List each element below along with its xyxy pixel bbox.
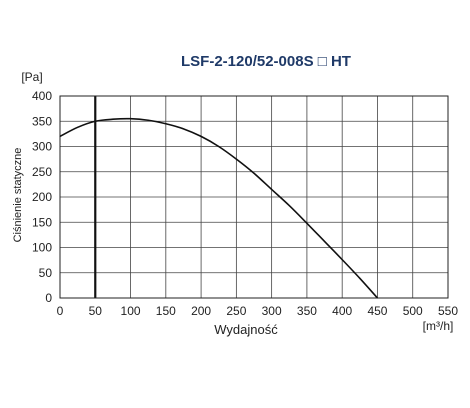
x-tick-label: 300 <box>262 304 282 318</box>
x-axis-label: Wydajność <box>214 322 278 337</box>
data-point <box>112 118 114 120</box>
y-axis-label: Ciśnienie statyczne <box>12 148 24 243</box>
x-tick-label: 100 <box>121 304 141 318</box>
x-tick-label: 400 <box>332 304 352 318</box>
x-axis-unit: [m³/h] <box>423 319 454 333</box>
data-point <box>147 119 149 121</box>
data-point <box>235 158 237 160</box>
data-point <box>271 188 273 191</box>
grid-lines <box>59 95 449 299</box>
y-tick-label: 250 <box>32 165 52 179</box>
data-point <box>288 204 290 207</box>
series-lines <box>59 96 379 299</box>
x-tick-label: 500 <box>403 304 423 318</box>
data-point <box>165 123 167 125</box>
x-tick-label: 550 <box>438 304 458 318</box>
plot-frame <box>59 95 449 299</box>
data-point <box>253 172 255 174</box>
data-point <box>218 145 220 148</box>
x-tick-label: 150 <box>156 304 176 318</box>
data-point <box>77 126 79 128</box>
x-tick-label: 350 <box>297 304 317 318</box>
y-tick-labels: 0 50 100 150 200 250 300 350 400 <box>32 89 52 305</box>
data-point <box>200 135 202 137</box>
series-line-0 <box>59 117 379 299</box>
data-point <box>323 240 326 243</box>
data-point <box>341 259 343 261</box>
y-tick-label: 150 <box>32 215 52 229</box>
y-tick-label: 350 <box>32 114 52 128</box>
y-axis-unit: [Pa] <box>21 70 42 84</box>
y-tick-label: 300 <box>32 140 52 154</box>
x-tick-labels: 0 50 100 150 200 250 300 350 400 450 500 550 <box>57 304 459 318</box>
data-point <box>306 222 308 224</box>
data-point <box>359 277 361 279</box>
y-tick-label: 0 <box>45 291 52 305</box>
x-tick-label: 0 <box>57 304 64 318</box>
chart-title: LSF-2-120/52-008S □ HT <box>181 53 351 70</box>
data-point <box>129 118 132 120</box>
y-tick-label: 50 <box>39 266 53 280</box>
data-point <box>94 120 96 122</box>
y-tick-label: 200 <box>32 190 52 204</box>
x-tick-label: 200 <box>191 304 211 318</box>
y-tick-label: 100 <box>32 241 52 255</box>
y-tick-label: 400 <box>32 89 52 103</box>
x-tick-label: 50 <box>89 304 103 318</box>
x-tick-label: 450 <box>367 304 387 318</box>
data-point <box>182 128 185 130</box>
x-tick-label: 250 <box>226 304 246 318</box>
